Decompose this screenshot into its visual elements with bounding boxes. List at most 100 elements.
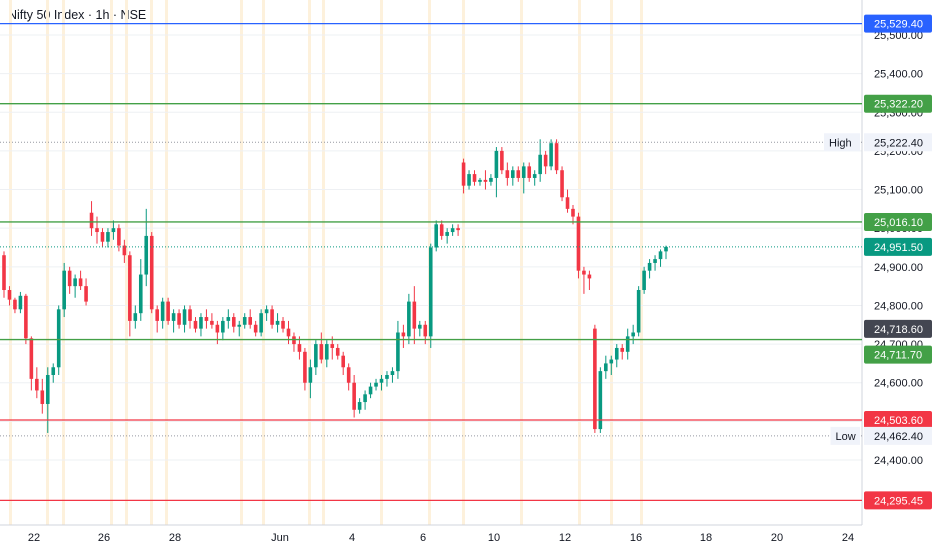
candle-body — [549, 143, 553, 167]
price-badge — [864, 319, 932, 338]
y-tick-label: 24,900.00 — [874, 262, 923, 274]
candle-body — [647, 262, 652, 271]
candle-body — [500, 150, 504, 171]
candle-body — [379, 378, 384, 383]
candle-body — [423, 324, 428, 337]
candle-body — [215, 324, 220, 333]
candle-body — [636, 290, 641, 333]
candle-body — [13, 299, 17, 310]
candle-body — [286, 328, 291, 337]
x-tick-label: 6 — [420, 532, 426, 544]
candle-body — [346, 367, 351, 383]
x-tick-label: Jun — [271, 532, 289, 544]
x-tick-label: 22 — [28, 532, 40, 544]
candle-body — [412, 301, 417, 329]
candle-body — [489, 177, 493, 182]
price-badge-label: 24,295.45 — [874, 495, 923, 507]
session-band — [462, 0, 465, 525]
candle-body — [658, 251, 663, 260]
candle-body — [56, 309, 61, 368]
candle-body — [319, 344, 324, 360]
price-badge-label: 24,951.50 — [874, 242, 923, 254]
candle-body — [472, 174, 477, 182]
candle-body — [527, 166, 532, 178]
candle-body — [390, 371, 395, 375]
candle-body — [587, 274, 592, 279]
candle-body — [401, 332, 406, 337]
x-tick-label: 28 — [169, 532, 181, 544]
session-band — [640, 0, 643, 525]
candle-body — [330, 344, 335, 348]
candle-body — [450, 228, 455, 233]
session-band — [125, 0, 128, 525]
candle-body — [582, 270, 586, 275]
candle-body — [396, 332, 400, 372]
candle-body — [407, 301, 411, 337]
candle-body — [604, 363, 608, 372]
price-tag-label: 24,462.40 — [874, 431, 923, 443]
x-tick-label: 12 — [559, 532, 571, 544]
candle-body — [521, 166, 526, 178]
candle-body — [483, 179, 488, 182]
candle-body — [155, 309, 159, 321]
candle-body — [177, 313, 181, 325]
candle-body — [281, 320, 285, 329]
candle-body — [248, 317, 252, 325]
candle-body — [631, 332, 635, 337]
candle-body — [368, 386, 373, 395]
price-badge-label: 25,529.40 — [874, 19, 923, 31]
candle-body — [314, 344, 318, 368]
candle-body — [374, 382, 378, 387]
candle-body — [653, 259, 657, 263]
candle-body — [554, 143, 559, 171]
candle-body — [609, 359, 614, 364]
price-badge — [864, 212, 932, 231]
price-badge — [864, 14, 932, 33]
price-badge-label: 24,503.60 — [874, 415, 923, 427]
candle-body — [620, 347, 625, 352]
candle-body — [144, 235, 149, 275]
y-tick-label: 24,400.00 — [874, 455, 923, 467]
candle-body — [29, 338, 34, 379]
candle-body — [664, 246, 668, 252]
price-badge — [864, 237, 932, 256]
candle-body — [149, 235, 154, 310]
y-tick-label: 24,800.00 — [874, 300, 923, 312]
price-badge-label: 25,322.20 — [874, 99, 923, 111]
session-band — [520, 0, 523, 525]
y-tick-label: 25,400.00 — [874, 69, 923, 81]
candle-body — [494, 150, 499, 178]
candle-body — [117, 228, 121, 246]
candle-body — [461, 162, 466, 186]
candle-body — [511, 170, 515, 178]
candle-body — [226, 317, 231, 321]
candle-body — [138, 274, 143, 314]
candle-body — [363, 394, 367, 403]
price-badge-label: 24,718.60 — [874, 324, 923, 336]
candle-body — [270, 309, 274, 325]
candle-body — [160, 301, 165, 321]
session-band — [110, 0, 113, 525]
candle-body — [598, 371, 603, 430]
y-tick-label: 24,600.00 — [874, 378, 923, 390]
candle-body — [18, 295, 23, 310]
price-badge — [864, 345, 932, 364]
candle-body — [357, 402, 362, 410]
x-tick-label: 20 — [771, 532, 783, 544]
price-tag-name: High — [829, 137, 852, 149]
candle-body — [95, 228, 99, 233]
price-tag-name-bg — [830, 426, 860, 445]
candle-body — [418, 324, 422, 329]
session-band — [46, 0, 49, 525]
price-badge — [864, 410, 932, 429]
price-tag-label: 25,222.40 — [874, 137, 923, 149]
candle-body — [128, 255, 132, 321]
candle-body — [456, 228, 460, 231]
session-band — [610, 0, 613, 525]
candle-body — [24, 295, 28, 339]
candle-body — [171, 313, 176, 321]
candle-body — [467, 174, 471, 186]
candle-body — [62, 270, 66, 310]
candle-body — [303, 351, 307, 383]
